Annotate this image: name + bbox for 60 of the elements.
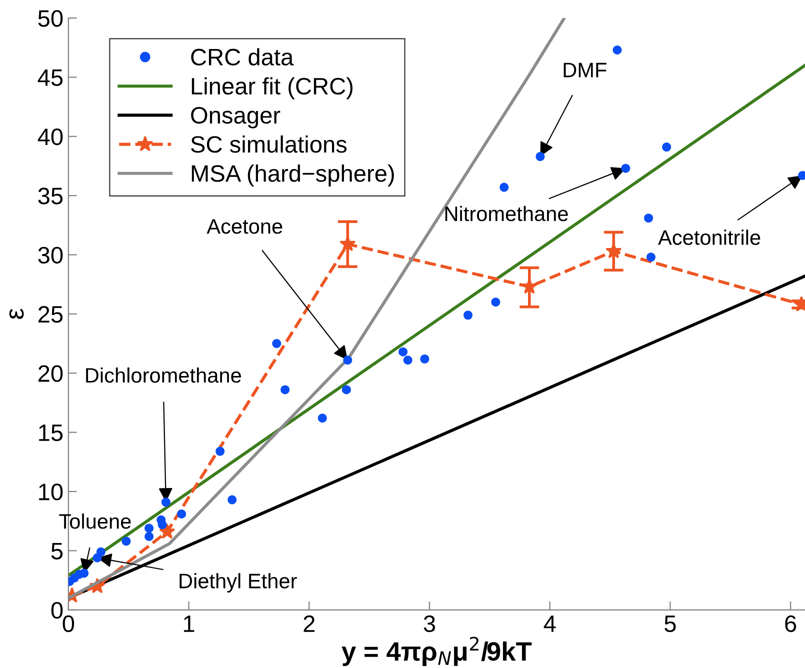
annotation: Toluene	[59, 513, 131, 529]
legend-label: MSA (hard−sphere)	[192, 164, 394, 187]
y-tick-label: 10	[39, 484, 63, 500]
point	[644, 214, 654, 223]
x-tick-label: 1	[184, 616, 194, 632]
point	[420, 354, 430, 364]
point	[80, 568, 89, 578]
x-tick-label: 0	[62, 615, 74, 632]
point	[159, 523, 176, 539]
point	[96, 547, 106, 556]
point	[491, 298, 500, 307]
point	[318, 414, 327, 423]
y-tick-label: 35	[38, 188, 63, 204]
point	[216, 446, 225, 456]
point	[161, 498, 170, 507]
legend-label: CRC data	[191, 48, 294, 66]
point	[464, 310, 473, 320]
x-axis-title: y = 4πρ$_{N}$μ$^{2}$/9kT	[342, 636, 532, 666]
y-tick-label: 50	[38, 10, 63, 27]
y-tick-label: 15	[39, 424, 63, 442]
y-tick-label: 40	[38, 128, 63, 146]
legend-label: SC simulations	[191, 135, 347, 153]
annotation: Dichloromethane	[86, 367, 241, 383]
point	[228, 495, 237, 504]
point	[144, 524, 154, 533]
annotation: Nitromethane	[445, 206, 568, 222]
y-tick-label: 30	[38, 246, 63, 264]
point	[158, 520, 167, 530]
x-tick-label: 3	[424, 615, 436, 632]
point	[612, 45, 622, 54]
point	[646, 252, 656, 262]
point	[122, 536, 131, 546]
point	[272, 339, 282, 348]
y-tick-label: 25	[38, 306, 63, 323]
y-tick-label: 0	[51, 602, 63, 619]
annotation: Diethyl Ether	[180, 573, 297, 593]
annotation: Acetone	[206, 219, 282, 234]
point	[342, 385, 351, 394]
annotation: DMF	[564, 62, 606, 78]
point	[621, 164, 630, 173]
point	[500, 182, 509, 192]
y-tick-label: 5	[51, 543, 63, 560]
legend-label: Linear fit (CRC)	[192, 77, 353, 100]
point	[343, 356, 352, 365]
point	[144, 532, 154, 541]
point	[536, 152, 545, 162]
x-tick-label: 4	[544, 616, 556, 632]
legend-label: Onsager	[191, 106, 280, 128]
point	[177, 510, 186, 519]
x-tick-label: 2	[304, 615, 315, 632]
point	[280, 385, 290, 394]
point	[662, 142, 672, 152]
point	[403, 356, 412, 365]
y-axis-title: ε	[9, 308, 24, 319]
y-tick-label: 45	[38, 70, 63, 86]
x-tick-label: 6	[785, 615, 796, 632]
y-tick-label: 20	[38, 365, 63, 382]
point	[398, 347, 408, 356]
annotation: Acetonitrile	[658, 230, 760, 245]
x-tick-label: 5	[664, 616, 676, 632]
